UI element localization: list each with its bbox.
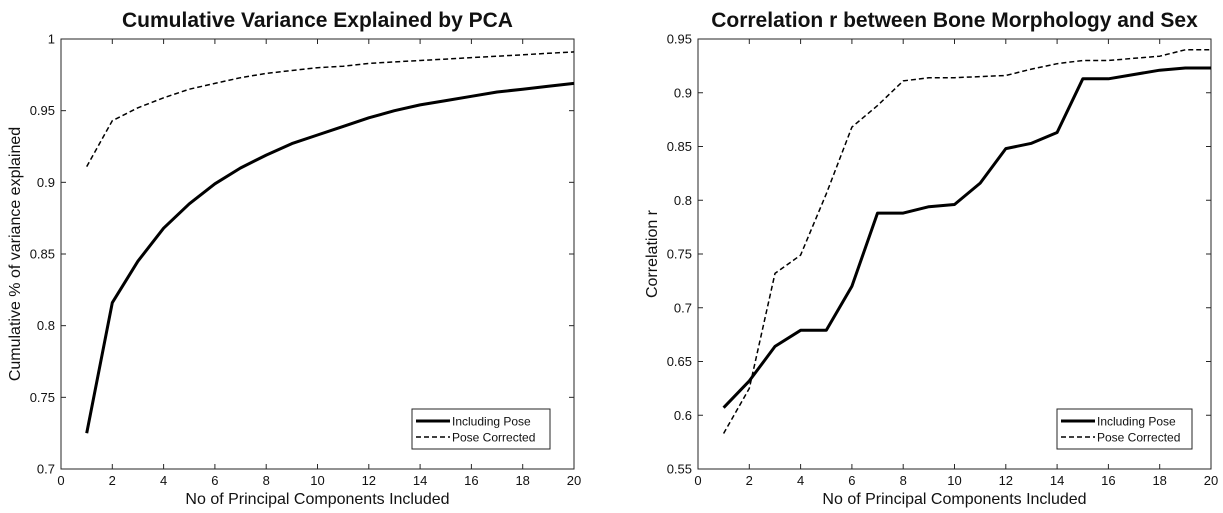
y-axis-label: Cumulative % of variance explained (7, 127, 24, 381)
y-tick-label: 0.95 (667, 32, 692, 47)
x-tick-label: 6 (211, 473, 218, 488)
x-tick-label: 4 (160, 473, 167, 488)
x-tick-label: 8 (263, 473, 270, 488)
series-line-pose-corrected (86, 51, 575, 167)
chart-title: Correlation r between Bone Morphology an… (711, 9, 1198, 32)
plot-area (60, 38, 575, 470)
y-tick-label: 0.7 (37, 462, 55, 477)
y-tick-label: 0.7 (674, 300, 692, 315)
plot-area (697, 38, 1212, 470)
x-axis-label: No of Principal Components Included (185, 491, 449, 508)
y-tick-label: 0.95 (30, 103, 55, 118)
x-tick-label: 16 (1101, 473, 1115, 488)
x-tick-label: 2 (746, 473, 753, 488)
x-tick-label: 20 (567, 473, 581, 488)
y-tick-label: 0.8 (674, 193, 692, 208)
y-tick-label: 0.8 (37, 318, 55, 333)
y-tick-label: 0.6 (674, 408, 692, 423)
chart-title: Cumulative Variance Explained by PCA (122, 9, 513, 32)
legend-box (411, 408, 551, 450)
x-tick-label: 2 (109, 473, 116, 488)
y-tick-label: 0.9 (674, 85, 692, 100)
x-tick-label: 6 (848, 473, 855, 488)
x-tick-label: 8 (900, 473, 907, 488)
x-tick-label: 12 (362, 473, 376, 488)
x-tick-label: 4 (797, 473, 804, 488)
y-tick-label: 0.75 (667, 247, 692, 262)
x-tick-label: 18 (1152, 473, 1166, 488)
x-tick-label: 20 (1204, 473, 1218, 488)
series-line-including-pose (722, 66, 1211, 409)
x-tick-label: 10 (310, 473, 324, 488)
x-tick-label: 10 (947, 473, 961, 488)
series-line-pose-corrected (722, 49, 1211, 434)
x-tick-label: 0 (57, 473, 64, 488)
y-tick-label: 0.65 (667, 354, 692, 369)
correlation-chart-panel: Correlation r between Bone Morphology an… (644, 9, 1218, 508)
y-axis-label: Correlation r (644, 209, 661, 298)
y-tick-label: 0.75 (30, 390, 55, 405)
legend-label: Including Pose (1097, 415, 1176, 429)
y-tick-label: 1 (48, 32, 55, 47)
x-tick-label: 16 (464, 473, 478, 488)
x-axis-label: No of Principal Components Included (822, 491, 1086, 508)
y-tick-label: 0.55 (667, 462, 692, 477)
y-tick-label: 0.9 (37, 175, 55, 190)
legend-label: Pose Corrected (452, 431, 535, 445)
series-line-including-pose (85, 81, 575, 434)
x-tick-label: 14 (1050, 473, 1064, 488)
variance-chart-panel: Cumulative Variance Explained by PCA 0 2 4 6… (7, 9, 581, 508)
legend-label: Including Pose (452, 415, 531, 429)
legend-label: Pose Corrected (1097, 431, 1180, 445)
legend-box (1056, 408, 1193, 450)
x-tick-label: 14 (413, 473, 427, 488)
x-tick-label: 0 (694, 473, 701, 488)
x-tick-label: 12 (999, 473, 1013, 488)
x-tick-label: 18 (515, 473, 529, 488)
y-tick-label: 0.85 (667, 139, 692, 154)
y-tick-label: 0.85 (30, 247, 55, 262)
